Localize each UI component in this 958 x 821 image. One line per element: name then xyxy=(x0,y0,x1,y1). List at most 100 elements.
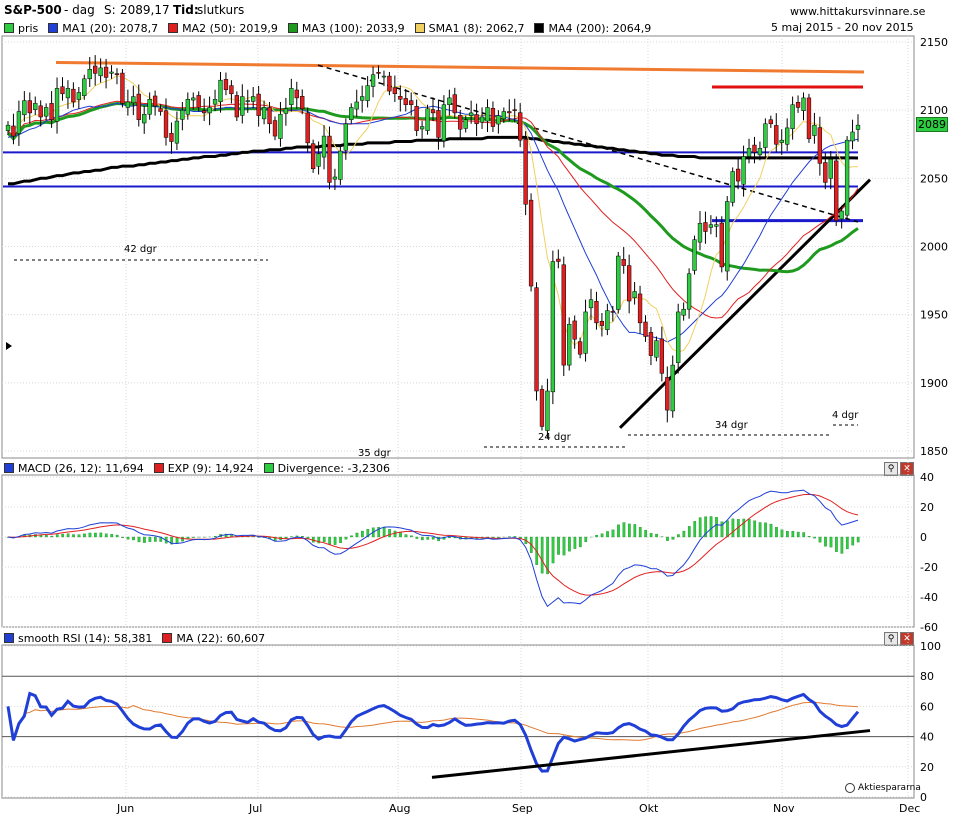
divergence-bar xyxy=(186,536,190,540)
divergence-bar xyxy=(6,536,10,538)
candle-body xyxy=(670,364,675,412)
candle-body xyxy=(283,108,289,114)
candle-body xyxy=(256,93,261,116)
candle-body xyxy=(103,66,109,78)
candle-body xyxy=(289,88,294,105)
macd-signal-line xyxy=(7,493,859,596)
divergence-bar xyxy=(758,522,762,538)
candle-body xyxy=(774,125,779,145)
divergence-bar xyxy=(224,533,228,538)
price-grid xyxy=(2,36,914,798)
divergence-bar xyxy=(350,535,353,538)
divergence-bar xyxy=(235,535,239,538)
divergence-bar xyxy=(726,520,729,538)
candle-body xyxy=(692,239,697,271)
candle-body xyxy=(523,139,528,205)
rsi-close-icon[interactable]: ✕ xyxy=(900,632,914,646)
rsi-tick-label: 40 xyxy=(920,731,934,744)
legend-rsi-ma-label: MA (22): 60,607 xyxy=(176,631,266,645)
candle-body xyxy=(474,114,479,125)
candle-body xyxy=(229,85,234,95)
annotation-4-days: 4 dgr xyxy=(832,410,859,421)
divergence-bar xyxy=(23,534,26,538)
divergence-bar xyxy=(535,536,539,565)
rsi-tick-label: 0 xyxy=(920,791,927,804)
divergence-bar xyxy=(649,533,653,538)
candle-body xyxy=(441,104,447,141)
divergence-bar xyxy=(595,535,599,538)
legend-pris-swatch xyxy=(4,23,14,33)
month-label: Okt xyxy=(639,802,659,815)
candle-body xyxy=(125,101,131,108)
candle-body xyxy=(561,264,566,366)
divergence-bar xyxy=(104,533,108,538)
candle-body xyxy=(626,265,632,302)
divergence-bar xyxy=(268,536,272,540)
candle-body xyxy=(648,332,654,356)
divergence-bar xyxy=(731,518,735,538)
legend-exp-label: EXP (9): 14,924 xyxy=(167,461,254,475)
price-tick-label: 1950 xyxy=(920,309,948,322)
divergence-bar xyxy=(813,536,816,539)
divergence-bar xyxy=(617,524,620,538)
candle-body xyxy=(741,156,746,185)
divergence-bar xyxy=(192,536,195,538)
candle-body xyxy=(365,85,370,101)
candle-body xyxy=(152,95,158,107)
divergence-bar xyxy=(137,536,141,543)
candle-body xyxy=(387,75,392,92)
divergence-bar xyxy=(153,536,157,542)
site-link[interactable]: www.hittakursvinnare.se xyxy=(790,5,926,18)
candle-body xyxy=(158,108,163,112)
candle-body xyxy=(33,103,38,110)
candle-body xyxy=(637,293,643,324)
divergence-bar xyxy=(546,536,549,575)
divergence-bar xyxy=(126,536,130,540)
candle-body xyxy=(768,119,773,125)
candle-body xyxy=(855,124,861,130)
candle-body xyxy=(703,222,708,232)
legend-ma3: MA3 (100): 2033,9 xyxy=(287,22,405,35)
legend-ma1-label: MA1 (20): 2078,7 xyxy=(62,21,159,35)
divergence-bar xyxy=(682,530,686,538)
legend-sma1: SMA1 (8): 2062,7 xyxy=(414,22,524,35)
month-label: Jun xyxy=(116,802,134,815)
candle-body xyxy=(686,273,692,310)
legend-ma4-label: MA4 (200): 2064,9 xyxy=(548,21,652,35)
divergence-bar xyxy=(377,527,381,538)
divergence-bar xyxy=(459,536,462,540)
candle-body xyxy=(223,79,229,90)
rsi-legend: smooth RSI (14): 58,381 MA (22): 60,607 xyxy=(4,631,265,645)
legend-macd-label: MACD (26, 12): 11,694 xyxy=(18,461,144,475)
macd-settings-icon[interactable]: ⚲ xyxy=(884,462,898,476)
divergence-bar xyxy=(715,517,718,538)
macd-tick-label: 0 xyxy=(920,531,927,544)
divergence-bar xyxy=(786,531,789,538)
divergence-bar xyxy=(540,536,544,574)
divergence-bar xyxy=(551,536,555,564)
macd-close-icon[interactable]: ✕ xyxy=(900,462,914,476)
candle-body xyxy=(267,107,272,125)
divergence-bar xyxy=(796,531,800,538)
macd-line xyxy=(7,489,859,608)
divergence-bar xyxy=(306,536,310,540)
divergence-bar xyxy=(578,536,582,548)
candle-body xyxy=(812,124,817,136)
candle-body xyxy=(697,223,703,243)
divergence-bar xyxy=(241,535,244,538)
rsi-settings-icon[interactable]: ⚲ xyxy=(884,632,898,646)
divergence-bar xyxy=(818,536,822,543)
legend-ma4: MA4 (200): 2064,9 xyxy=(534,22,651,35)
interval: - dag xyxy=(64,3,95,17)
candle-body xyxy=(801,97,806,111)
legend-divergence-label: Divergence: -3,2306 xyxy=(277,461,390,475)
price-legend: pris MA1 (20): 2078,7 MA2 (50): 2019,9 M… xyxy=(4,21,651,35)
time-value: slutkurs xyxy=(197,3,245,17)
candle-body xyxy=(496,115,501,125)
divergence-bar xyxy=(524,536,528,545)
divergence-bar xyxy=(262,536,266,538)
candle-body xyxy=(479,116,485,123)
candle-body xyxy=(392,87,398,95)
candle-body xyxy=(76,92,81,100)
candle-body xyxy=(185,99,190,115)
